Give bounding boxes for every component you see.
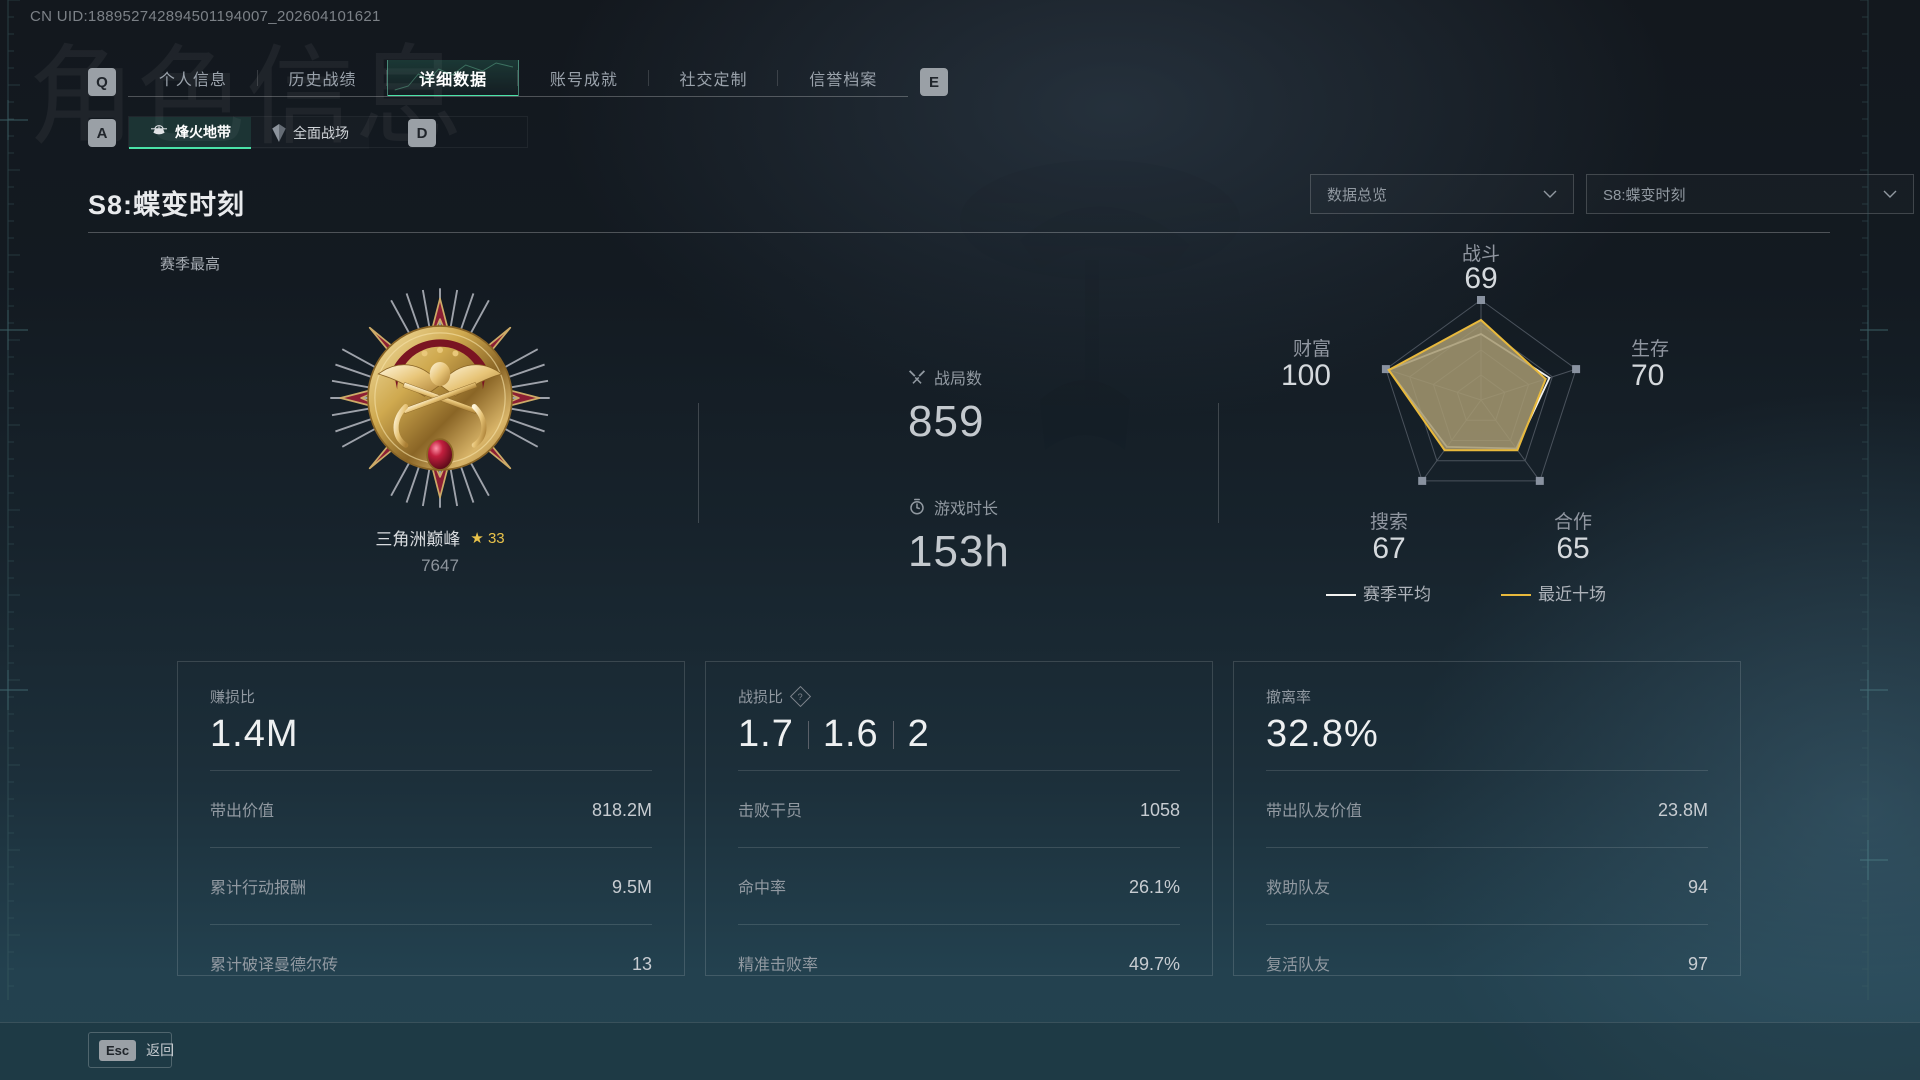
svg-text:65: 65 [1556, 532, 1589, 565]
svg-text:最近十场: 最近十场 [1538, 585, 1606, 604]
svg-text:70: 70 [1631, 359, 1664, 392]
svg-text:财富: 财富 [1293, 338, 1331, 360]
svg-text:赛季平均: 赛季平均 [1363, 584, 1431, 604]
svg-text:合作: 合作 [1554, 511, 1592, 533]
svg-text:67: 67 [1372, 532, 1405, 565]
svg-text:搜索: 搜索 [1370, 511, 1408, 533]
svg-text:生存: 生存 [1631, 338, 1669, 360]
svg-text:69: 69 [1464, 262, 1497, 295]
svg-text:100: 100 [1281, 359, 1331, 392]
